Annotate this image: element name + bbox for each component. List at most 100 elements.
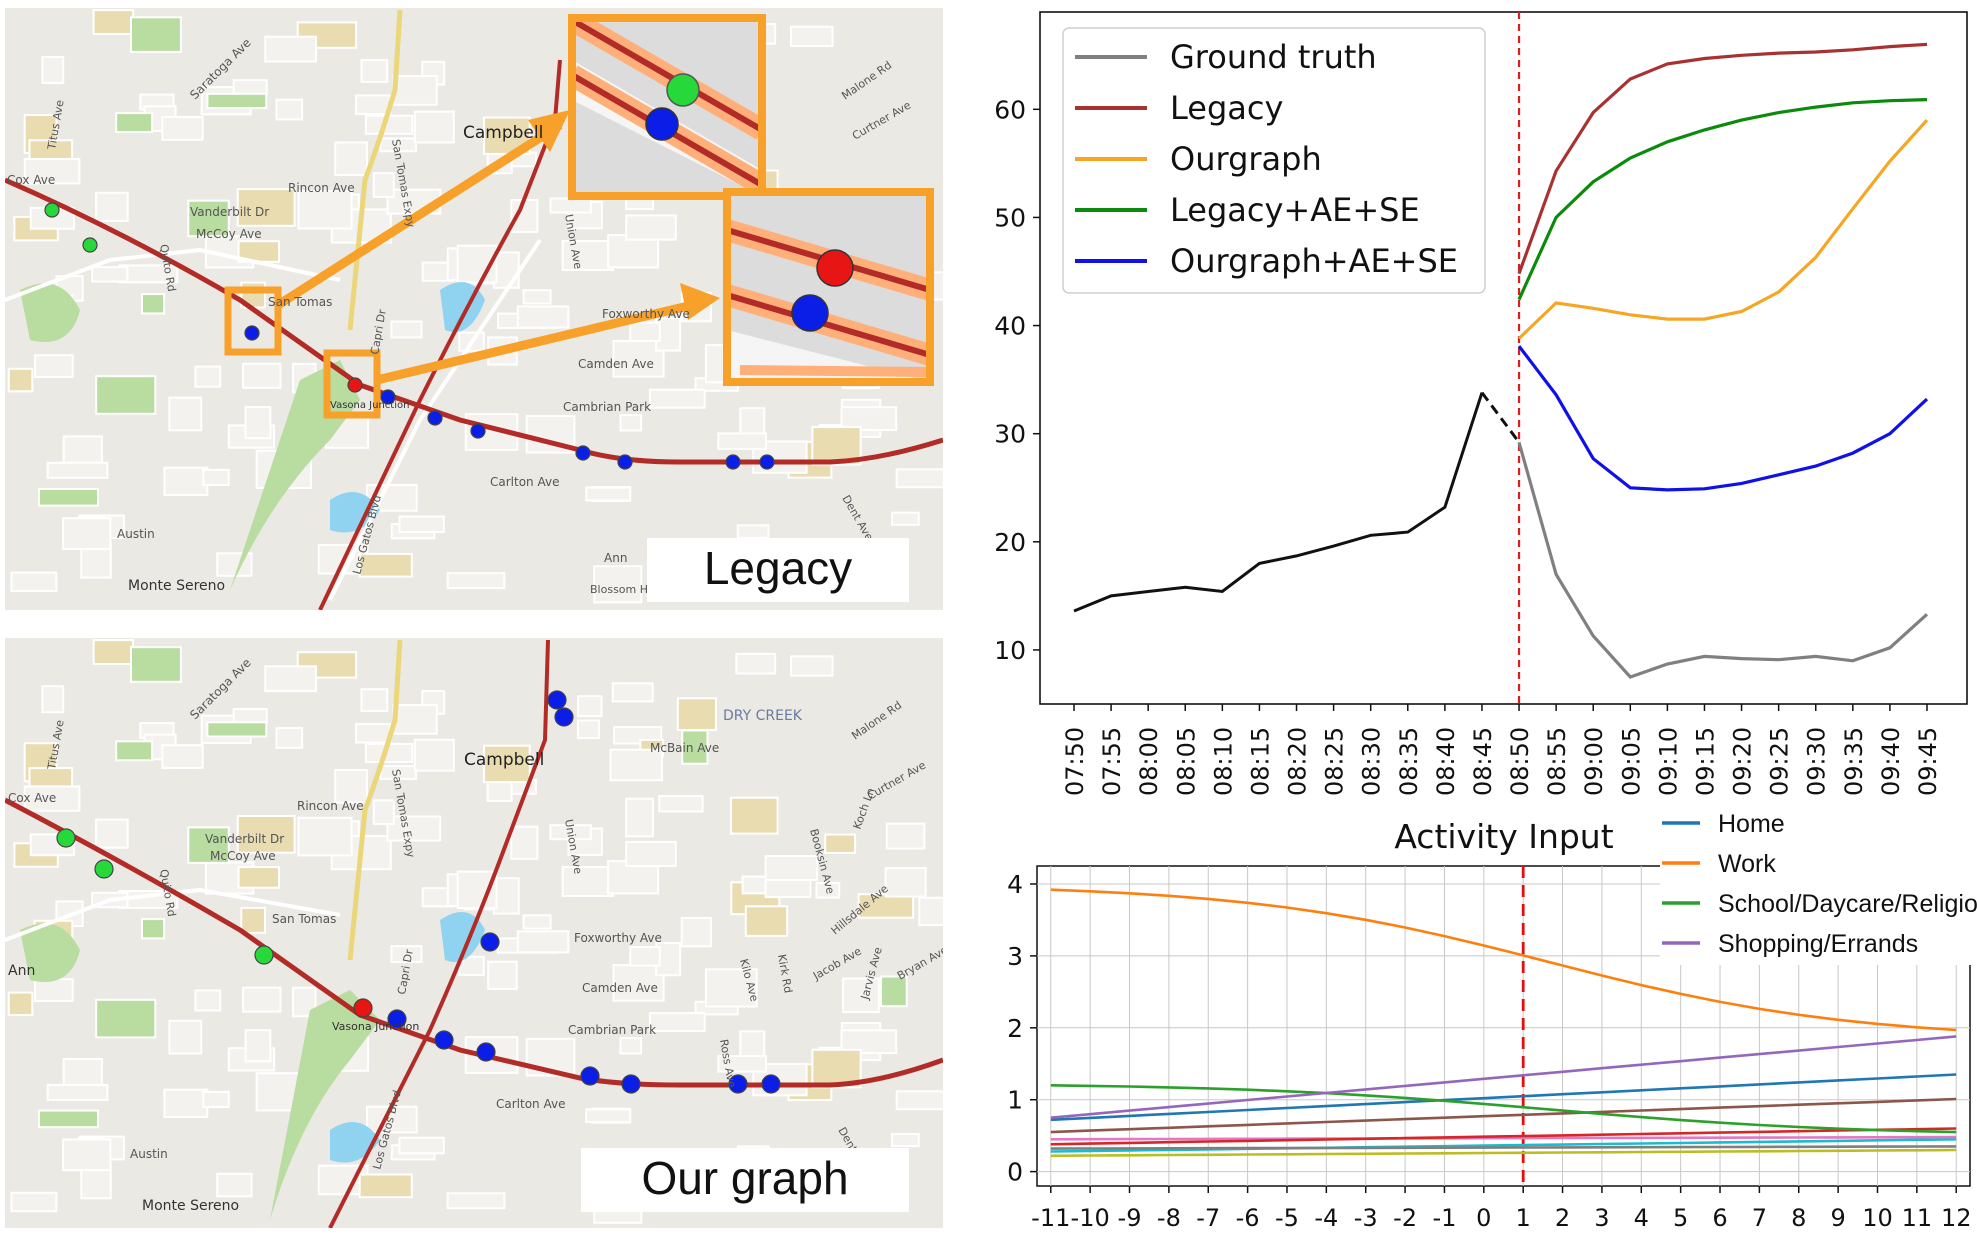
map-place-label: Carlton Ave	[490, 475, 559, 489]
park-area	[20, 283, 80, 342]
city-block	[163, 466, 209, 497]
city-block	[7, 991, 34, 1017]
stop-blue-marker	[580, 1066, 600, 1086]
city-block	[41, 56, 65, 84]
city-block	[202, 1090, 230, 1109]
map-place-label: Campbell	[463, 123, 543, 143]
y-tick-label: 3	[1007, 942, 1023, 971]
city-block	[918, 896, 943, 927]
activity-line-home	[1050, 1073, 1957, 1122]
map-place-label: Camden Ave	[578, 357, 654, 371]
city-block	[446, 1192, 506, 1210]
zoom-arrow-head	[528, 110, 570, 152]
city-block	[704, 968, 758, 1008]
city-block	[62, 1138, 112, 1172]
city-block	[364, 114, 414, 135]
series-line-legacy-ae-se	[1517, 98, 1928, 301]
series-line-ourgraph	[1517, 119, 1929, 340]
city-block	[216, 552, 253, 577]
city-block	[242, 986, 282, 1013]
city-block	[62, 517, 112, 551]
x-tick-label: -2	[1393, 1204, 1417, 1232]
stop-blue-marker	[244, 325, 260, 341]
city-block	[34, 354, 74, 379]
city-block	[676, 697, 717, 731]
stop-red-marker	[347, 377, 363, 393]
zoom-inset-2	[723, 188, 934, 386]
map-place-label: McBain Ave	[650, 741, 719, 755]
stop-blue-marker	[575, 445, 591, 461]
city-block	[735, 652, 777, 675]
city-block	[372, 799, 395, 826]
city-block	[629, 946, 661, 967]
map-place-label: Vanderbilt Dr	[205, 832, 284, 846]
highway-g4	[347, 9, 403, 331]
park-area	[270, 990, 380, 1220]
city-block	[187, 199, 230, 238]
city-block	[522, 289, 552, 305]
y-tick-label: 1	[1007, 1086, 1023, 1115]
rail-route-branch	[318, 59, 562, 610]
highlight-box	[224, 286, 282, 356]
series-line-ground-truth	[1517, 441, 1929, 679]
city-block	[611, 682, 654, 703]
legacy-label-box	[647, 538, 909, 602]
city-block	[360, 688, 389, 713]
stop-blue-marker	[725, 454, 741, 470]
city-block	[168, 396, 203, 432]
city-block	[379, 137, 418, 153]
city-block	[194, 989, 222, 1012]
city-block	[736, 524, 770, 539]
x-tick-label: 09:30	[1803, 727, 1831, 796]
x-tick-label: -9	[1118, 1204, 1142, 1232]
city-block	[398, 515, 445, 534]
city-block	[38, 1109, 99, 1129]
x-tick-label: 08:00	[1135, 727, 1163, 796]
series-line-ourgraph-ae-se	[1517, 345, 1929, 492]
map-place-label: Camden Ave	[582, 981, 658, 995]
city-block	[163, 1088, 209, 1118]
legend-label: Ourgraph	[1170, 140, 1322, 178]
x-tick-label: 08:40	[1432, 727, 1460, 796]
city-block	[891, 1133, 920, 1148]
map-place-label: McCoy Ave	[196, 227, 262, 241]
x-tick-label: 5	[1673, 1204, 1688, 1232]
x-tick-label: -4	[1314, 1204, 1338, 1232]
city-block	[717, 432, 767, 450]
city-block	[115, 740, 154, 762]
city-block	[46, 461, 109, 479]
city-block	[884, 867, 927, 898]
city-block	[242, 362, 282, 389]
city-block	[236, 188, 296, 227]
city-block	[240, 906, 267, 934]
city-block	[561, 240, 615, 271]
x-tick-label: 08:45	[1469, 727, 1497, 796]
city-block	[446, 572, 506, 590]
city-block	[717, 1055, 767, 1073]
activity-line-series-7	[1050, 1145, 1957, 1150]
city-block	[46, 1083, 109, 1101]
y-tick-label: 50	[994, 203, 1026, 232]
city-block	[585, 486, 632, 502]
city-block	[244, 406, 272, 440]
city-block	[38, 488, 99, 507]
x-tick-label: 09:45	[1914, 727, 1942, 796]
city-block	[275, 98, 304, 121]
stop-green-marker	[56, 828, 76, 848]
map-place-label: Foxworthy Ave	[574, 931, 662, 945]
legend-label: Ground truth	[1170, 38, 1377, 76]
city-block	[95, 191, 129, 222]
legend: Ground truth Legacy Ourgraph Legacy+AE+SE Ou…	[1062, 27, 1486, 294]
city-block	[187, 826, 230, 864]
city-block	[549, 197, 592, 214]
city-block	[487, 960, 518, 990]
city-block	[619, 1037, 643, 1055]
city-block	[115, 112, 154, 134]
activity-line-series-4	[1050, 1097, 1957, 1134]
stop-green-marker	[44, 202, 60, 218]
stop-green-marker	[82, 237, 98, 253]
city-block	[264, 665, 317, 693]
city-block	[413, 110, 455, 144]
